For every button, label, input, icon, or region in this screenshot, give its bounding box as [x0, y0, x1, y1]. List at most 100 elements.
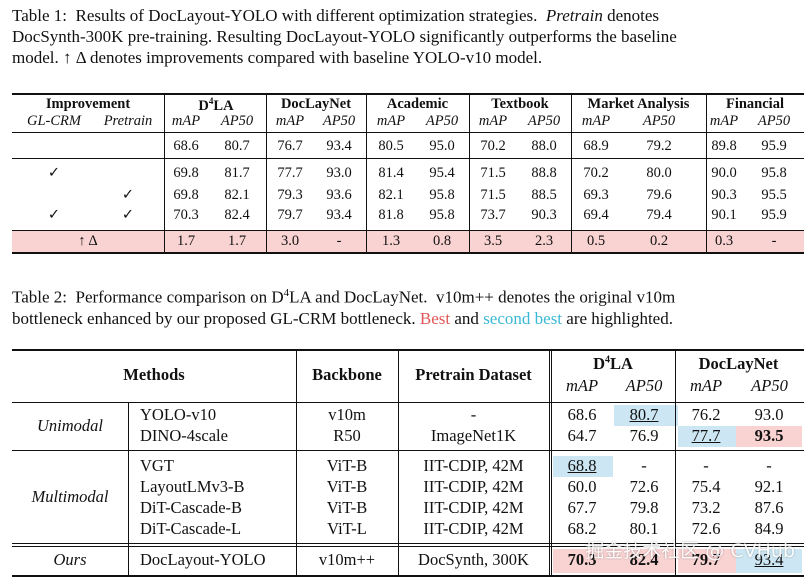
delta-cell: 2.3: [534, 233, 554, 249]
pretrain-dataset-cell: ImageNet1K: [430, 426, 517, 445]
score-cell: 77.7: [691, 426, 721, 445]
table-cell: 89.8: [711, 138, 737, 154]
method-name: YOLO-v10: [140, 405, 217, 424]
score-cell: 80.7: [629, 405, 659, 424]
pretrain-dataset-header: Pretrain Dataset: [415, 365, 532, 384]
table-cell: 69.3: [583, 187, 609, 203]
table-cell: 95.4: [429, 165, 455, 181]
table2-caption: Table 2: Performance comparison on D4LA …: [12, 287, 676, 328]
metric-subheader: AP50: [527, 113, 561, 129]
backbone-cell: ViT-B: [326, 456, 368, 475]
table-cell: 80.0: [646, 165, 672, 181]
improvement-header: Improvement: [45, 96, 131, 112]
score-cell: 76.2: [691, 405, 721, 424]
backbone-cell: ViT-B: [326, 477, 368, 496]
ap50-subheader: AP50: [751, 376, 788, 395]
delta-cell: 0.5: [586, 233, 606, 249]
table-cell: 95.9: [761, 138, 787, 154]
metric-subheader: AP50: [425, 113, 459, 129]
score-cell: 93.0: [754, 405, 784, 424]
backbone-header: Backbone: [312, 365, 382, 384]
metric-subheader: AP50: [757, 113, 791, 129]
dataset-header: D4LA: [198, 96, 234, 114]
method-name: DocLayout-YOLO: [140, 550, 266, 569]
table-cell: 70.2: [583, 165, 609, 181]
backbone-cell: ViT-B: [326, 498, 368, 517]
glcrm-check: ✓: [47, 165, 61, 181]
table-cell: 70.2: [480, 138, 506, 154]
delta-cell: 1.7: [176, 233, 196, 249]
pretrain-dataset-cell: DocSynth, 300K: [418, 550, 529, 569]
score-cell: 79.7: [691, 550, 721, 569]
pretrain-dataset-cell: IIT-CDIP, 42M: [423, 498, 524, 517]
metric-subheader: mAP: [171, 113, 201, 129]
table-cell: 93.6: [326, 187, 352, 203]
dataset-header: Textbook: [491, 96, 549, 112]
table-cell: 81.8: [378, 207, 404, 223]
score-cell: 76.9: [629, 426, 659, 445]
table-cell: 82.4: [224, 207, 250, 223]
table-cell: 69.8: [173, 187, 199, 203]
table-cell: 95.8: [761, 165, 787, 181]
pretrain-check: ✓: [121, 207, 135, 223]
table-cell: 69.8: [173, 165, 199, 181]
table-cell: 88.0: [531, 138, 557, 154]
score-cell: 75.4: [691, 477, 721, 496]
table-cell: 79.4: [646, 207, 672, 223]
score-cell: 70.3: [567, 550, 597, 569]
method-name: DiT-Cascade-L: [140, 519, 242, 538]
method-name: LayoutLMv3-B: [140, 477, 245, 496]
score-cell: 93.5: [754, 426, 784, 445]
table-cell: 93.4: [326, 138, 352, 154]
score-cell: -: [641, 456, 647, 475]
metric-subheader: mAP: [478, 113, 508, 129]
map-subheader: mAP: [689, 376, 723, 395]
score-cell: 84.9: [754, 519, 784, 538]
pretrain-dataset-cell: IIT-CDIP, 42M: [423, 519, 524, 538]
score-cell: 87.6: [754, 498, 784, 517]
table-cell: 82.1: [224, 187, 250, 203]
pretrain-dataset-cell: -: [470, 405, 477, 424]
score-cell: 68.8: [567, 456, 597, 475]
table-cell: 76.7: [277, 138, 303, 154]
score-cell: 93.4: [754, 550, 784, 569]
table-cell: 81.4: [378, 165, 404, 181]
table-cell: 69.4: [583, 207, 609, 223]
dataset-header: DocLayNet: [280, 96, 352, 112]
table-cell: 77.7: [277, 165, 303, 181]
pretrain-dataset-cell: IIT-CDIP, 42M: [423, 456, 524, 475]
score-cell: -: [703, 456, 709, 475]
method-name: DiT-Cascade-B: [140, 498, 243, 517]
map-subheader: mAP: [565, 376, 599, 395]
d4la-header: D4LA: [593, 354, 633, 373]
table-cell: 68.9: [583, 138, 609, 154]
dataset-header: Academic: [386, 96, 449, 112]
score-cell: 68.2: [567, 519, 597, 538]
metric-subheader: AP50: [642, 113, 676, 129]
table-cell: 79.6: [646, 187, 672, 203]
table-cell: 93.4: [326, 207, 352, 223]
table-cell: 93.0: [326, 165, 352, 181]
ap50-subheader: AP50: [625, 376, 663, 395]
group-label: Multimodal: [31, 487, 109, 506]
table-cell: 79.2: [646, 138, 672, 154]
backbone-cell: R50: [333, 426, 361, 445]
table-cell: 80.7: [224, 138, 250, 154]
delta-cell: 0.8: [432, 233, 452, 249]
table-cell: 70.3: [173, 207, 199, 223]
score-cell: 80.1: [629, 519, 659, 538]
metric-subheader: AP50: [220, 113, 254, 129]
table-cell: 71.5: [480, 187, 506, 203]
backbone-cell: v10m: [328, 405, 366, 424]
table-cell: 95.5: [761, 187, 787, 203]
delta-cell: -: [771, 233, 777, 249]
pretrain-check: ✓: [121, 187, 135, 203]
delta-label: ↑ Δ: [78, 233, 98, 249]
score-cell: 92.1: [754, 477, 784, 496]
doclaynet-header: DocLayNet: [698, 354, 779, 373]
score-cell: 72.6: [629, 477, 659, 496]
score-cell: 82.4: [629, 550, 659, 569]
backbone-cell: v10m++: [318, 550, 376, 569]
table-cell: 90.3: [531, 207, 557, 223]
glcrm-check: ✓: [47, 207, 61, 223]
